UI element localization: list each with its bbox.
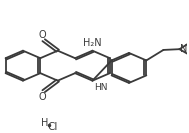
Text: HN: HN — [94, 83, 108, 92]
Text: O: O — [39, 30, 46, 40]
Text: H₂N: H₂N — [83, 38, 102, 48]
Text: N: N — [180, 44, 187, 54]
Text: O: O — [39, 92, 46, 102]
Text: Cl: Cl — [47, 122, 58, 132]
Text: H: H — [41, 119, 49, 128]
